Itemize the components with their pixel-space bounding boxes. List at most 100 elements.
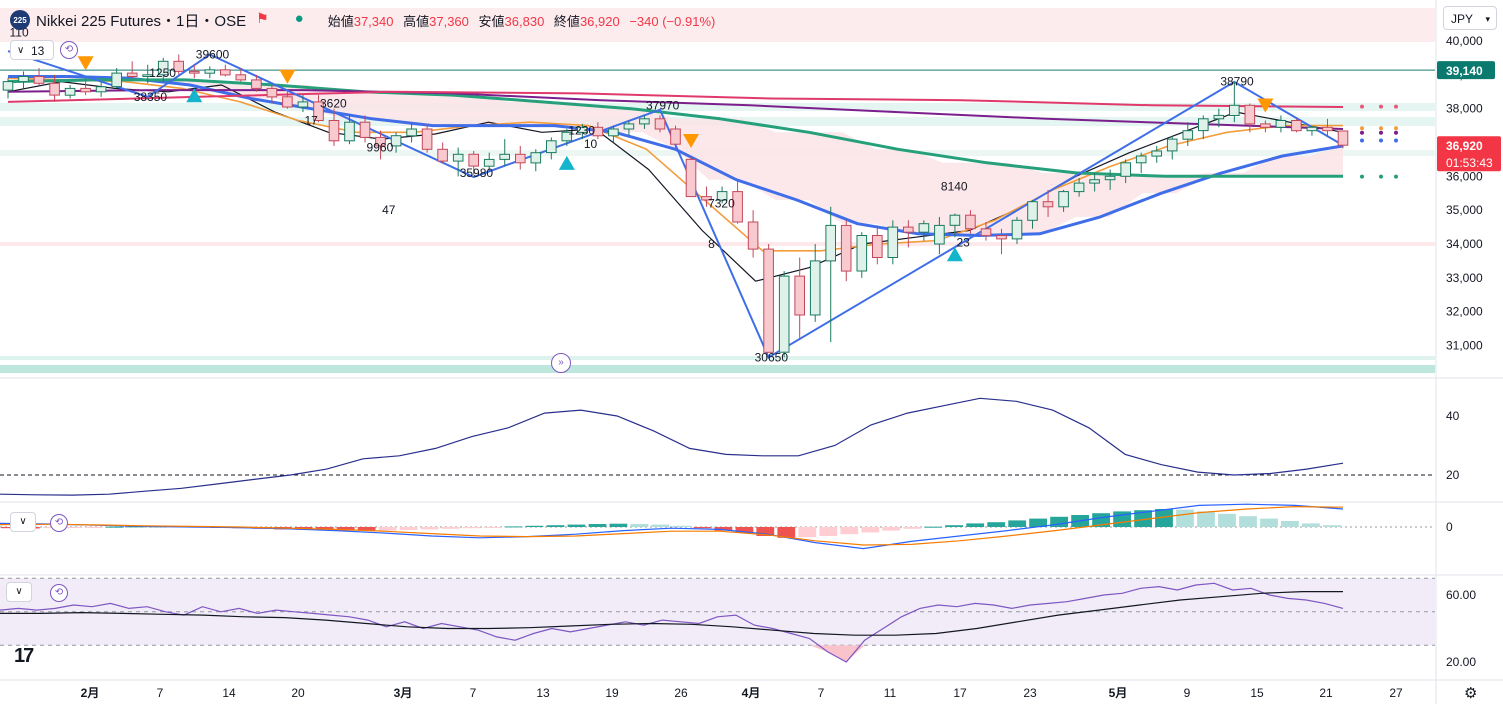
settings-gear-icon[interactable]: ⚙ — [1464, 685, 1478, 702]
high-value: 37,360 — [429, 14, 469, 29]
macd-histogram-bar — [399, 527, 418, 530]
candle — [1182, 130, 1194, 140]
projection-dot — [1360, 174, 1364, 179]
candle — [499, 153, 510, 160]
candle — [856, 235, 868, 272]
macd-histogram-bar — [1050, 516, 1068, 527]
x-tick-label: 23 — [1023, 686, 1037, 700]
macd-settings-icon[interactable]: ⟲ — [50, 514, 68, 532]
indicator-collapse-button[interactable]: ∨ 13 — [10, 40, 54, 60]
macd-histogram-bar — [1302, 523, 1320, 527]
macd-histogram-bar — [84, 527, 103, 528]
candle — [996, 235, 1007, 240]
rsi-ma-line — [0, 591, 1343, 636]
candle — [701, 196, 712, 201]
candle — [375, 136, 386, 147]
open-value: 37,340 — [353, 14, 394, 29]
candle — [778, 275, 790, 353]
buy-signal-icon — [946, 247, 963, 262]
last-price-text: 36,920 — [1446, 139, 1483, 153]
scroll-to-realtime-icon[interactable]: » — [551, 353, 571, 373]
candle — [561, 131, 573, 142]
projection-dot — [1379, 130, 1383, 135]
flag-icon[interactable]: ⚑ — [256, 10, 269, 26]
candle — [1198, 118, 1209, 132]
macd-histogram-bar — [756, 527, 775, 536]
resistance-zone — [0, 8, 1435, 42]
candle — [1275, 120, 1287, 128]
candle — [965, 214, 976, 230]
indicator-settings-icon[interactable]: ⟲ — [60, 41, 78, 59]
sell-signal-icon — [279, 69, 296, 84]
symbol-title[interactable]: Nikkei 225 Futures・1日・OSE — [36, 13, 247, 30]
chevron-down-icon: ∨ — [19, 516, 27, 527]
x-tick-label: 13 — [536, 686, 550, 700]
candle — [887, 226, 899, 259]
candle — [670, 128, 681, 145]
macd-histogram-bar — [105, 526, 124, 528]
macd-histogram-bar — [336, 527, 355, 531]
rsi-settings-icon[interactable]: ⟲ — [50, 584, 68, 602]
candle — [980, 228, 992, 237]
x-tick-label: 2月 — [81, 686, 100, 700]
macd-histogram-bar — [966, 523, 985, 527]
projection-dot — [1360, 138, 1364, 143]
candle — [313, 101, 324, 122]
sell-signal-icon — [683, 134, 700, 149]
macd-histogram-bar — [651, 524, 670, 527]
macd-histogram-bar — [630, 524, 649, 527]
candle — [282, 96, 293, 108]
candle — [142, 74, 153, 78]
macd-histogram-bar — [798, 527, 817, 538]
ma-value-text: 39,140 — [1446, 64, 1483, 78]
candle — [530, 152, 542, 164]
last-price-tag — [1437, 136, 1501, 172]
macd-histogram-bar — [126, 526, 145, 528]
candle — [1027, 201, 1038, 221]
candle — [716, 191, 728, 201]
macd-signal-line — [0, 505, 1344, 546]
macd-histogram-bar — [462, 527, 481, 529]
support-band — [0, 103, 1435, 111]
ma-value-tag — [1437, 61, 1495, 80]
macd-histogram-bar — [483, 527, 502, 528]
adx-tick-label: 20 — [1446, 468, 1460, 482]
indicator-count: 13 — [31, 44, 45, 58]
candle — [685, 158, 697, 198]
macd-histogram-bar — [1155, 509, 1173, 527]
currency-selector[interactable]: JPY ▾ — [1443, 6, 1497, 30]
x-tick-label: 14 — [222, 686, 236, 700]
candle — [266, 87, 278, 98]
candle — [49, 82, 60, 96]
macd-histogram-bar — [546, 525, 565, 527]
candle — [515, 153, 526, 164]
projection-dot — [1394, 130, 1398, 135]
rsi-collapse-button[interactable]: ∨ — [6, 582, 32, 602]
price-label: 35980 — [460, 166, 494, 180]
macd-histogram-bar — [1134, 510, 1152, 527]
x-tick-label: 20 — [291, 686, 305, 700]
macd-collapse-button[interactable]: ∨ — [10, 512, 36, 532]
macd-tick-label: 0 — [1446, 520, 1453, 534]
price-label: 38350 — [134, 90, 168, 104]
price-label: 30650 — [755, 350, 789, 364]
candle — [872, 235, 883, 258]
x-tick-label: 5月 — [1109, 686, 1128, 700]
candle — [406, 128, 417, 137]
macd-histogram-bar — [861, 527, 880, 533]
y-tick-label: 38,000 — [1446, 102, 1483, 116]
support-band — [0, 356, 1435, 360]
candle — [825, 224, 837, 262]
countdown-text: 01:53:43 — [1446, 156, 1493, 170]
candle — [2, 81, 14, 91]
candle — [1244, 104, 1256, 125]
adx-tick-label: 40 — [1446, 409, 1460, 423]
candle — [344, 121, 355, 142]
price-label: 9960 — [367, 141, 394, 155]
x-tick-label: 7 — [818, 686, 825, 700]
buy-signal-icon — [186, 88, 203, 103]
candle — [1011, 219, 1023, 240]
candle — [763, 248, 774, 353]
price-label: 1250 — [149, 66, 176, 80]
